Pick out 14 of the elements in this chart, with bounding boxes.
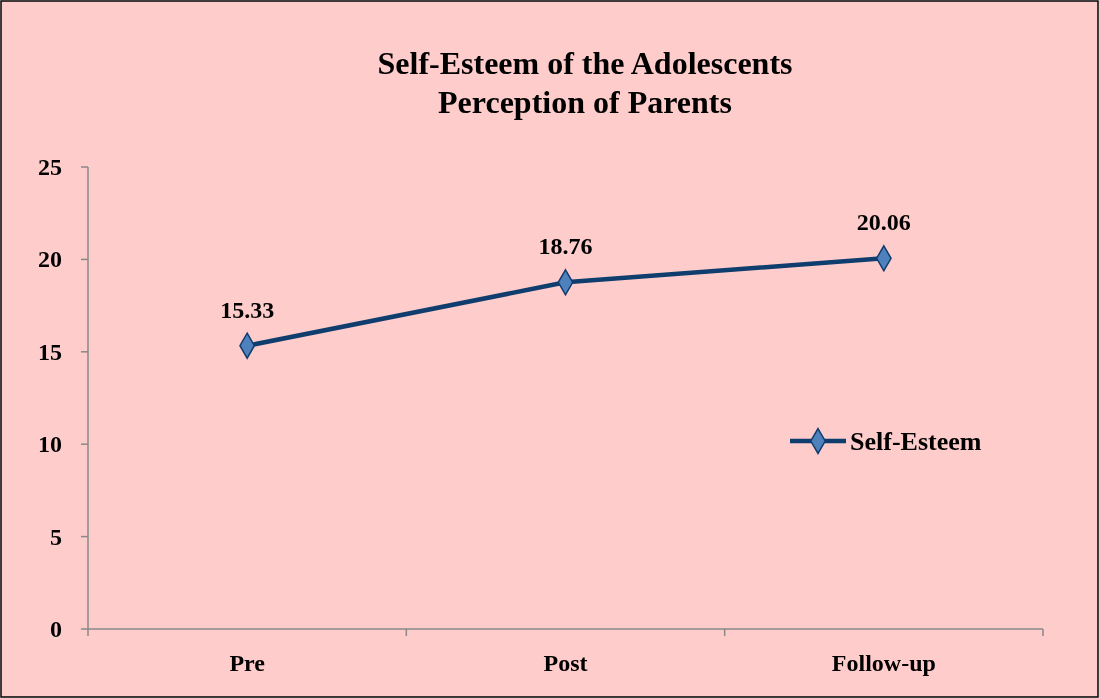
x-tick-label: Post: [543, 650, 588, 676]
data-label: 18.76: [538, 233, 593, 260]
x-tick-label: Follow-up: [831, 650, 936, 676]
y-tick-label: 0: [50, 616, 62, 642]
legend-label: Self-Esteem: [850, 427, 982, 456]
data-label: 15.33: [220, 296, 275, 323]
y-tick-label: 10: [38, 431, 62, 458]
x-tick-label: Pre: [229, 650, 266, 676]
y-tick-label: 5: [50, 523, 62, 550]
y-tick-label: 20: [38, 246, 62, 273]
y-tick-label: 15: [38, 338, 62, 365]
chart-title: Self-Esteem of the Adolescents Perception of Parents: [377, 45, 793, 120]
y-tick-label: 25: [38, 154, 62, 180]
data-label: 20.06: [856, 209, 911, 236]
